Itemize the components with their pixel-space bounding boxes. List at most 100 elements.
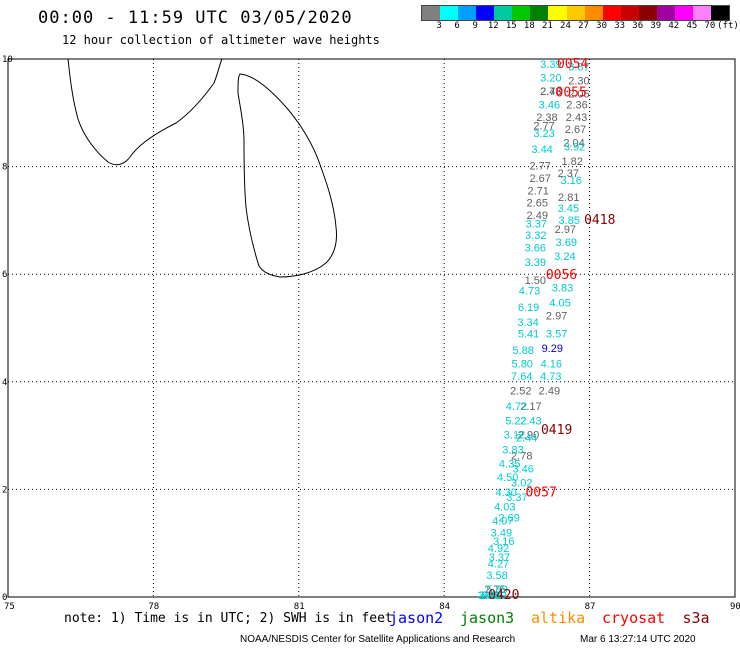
- colorbar-swatch: [476, 6, 495, 20]
- wave-height-label: 3.23: [533, 128, 554, 140]
- wave-height-label: 2.36: [566, 99, 587, 111]
- wave-height-label: 3.64: [478, 590, 499, 602]
- wave-height-label: 3.16: [560, 175, 581, 187]
- colorbar-label: 18: [523, 21, 535, 31]
- x-tick-label: 84: [439, 602, 450, 612]
- grid-lines: 75 78 81 84 87 90 0 2 4 6 8 10: [2, 55, 740, 612]
- wave-height-label: 7.64: [511, 371, 532, 383]
- sri-lanka-coastline: [67, 58, 337, 278]
- wave-height-map: 75 78 81 84 87 90 0 2 4 6 8 10 2.43 2.30 2.78 2.052.36…: [2, 55, 740, 612]
- x-tick-label: 78: [148, 602, 159, 612]
- wave-height-label: 4.89: [485, 590, 506, 602]
- wave-height-label: 2.30: [568, 75, 589, 87]
- wave-height-label: 3.84: [481, 590, 502, 602]
- wave-height-label: 2.43: [520, 415, 541, 427]
- wave-height-label: 5.41: [518, 329, 539, 341]
- wave-height-label: 3.66: [525, 243, 546, 255]
- colorbar-label: 42: [668, 21, 680, 31]
- satellite-altika: altika: [531, 609, 586, 627]
- colorbar-label: 30: [596, 21, 607, 31]
- wave-height-label: 3.57: [546, 329, 567, 341]
- wave-height-label: 3.12: [504, 429, 525, 441]
- colorbar-label: 9: [472, 21, 478, 31]
- y-tick-label: 4: [2, 378, 7, 388]
- colorbar-swatch: [440, 6, 459, 20]
- wave-height-label: 4.05: [549, 297, 570, 309]
- wave-height-label: 4.07: [492, 515, 513, 527]
- wave-height-label: 3.45: [558, 203, 579, 215]
- wave-height-label: 6.19: [518, 302, 539, 314]
- wave-height-label: 5.89: [486, 584, 507, 596]
- wave-height-label: 2.71: [528, 186, 549, 198]
- y-tick-label: 2: [2, 485, 7, 495]
- sri-lanka-island: [237, 73, 337, 278]
- wave-height-label: 3.39: [540, 59, 561, 71]
- wave-height-label: 5.88: [512, 345, 533, 357]
- colorbar: [421, 5, 730, 21]
- wave-height-label: 2.04: [563, 138, 584, 150]
- x-tick-label: 87: [585, 602, 596, 612]
- colorbar-label: 6: [454, 21, 460, 31]
- generation-timestamp: Mar 6 13:27:14 UTC 2020: [580, 634, 696, 645]
- wave-height-label: 3.87: [568, 61, 589, 73]
- colorbar-label: 33: [614, 21, 626, 31]
- pass-time-label: 0056: [546, 268, 577, 283]
- wave-height-label: 2.67: [565, 124, 586, 136]
- wave-height-label: 2.78: [540, 86, 561, 98]
- wave-height-label: 2.49: [527, 210, 548, 222]
- wave-height-label: 2.44: [516, 433, 537, 445]
- wave-height-label: 3.58: [486, 570, 507, 582]
- y-tick-label: 0: [2, 593, 7, 603]
- colorbar-swatch: [548, 6, 567, 20]
- wave-height-label: 4.92: [488, 543, 509, 555]
- wave-height-label: 3.32: [525, 230, 546, 242]
- colorbar-label: 3: [436, 21, 442, 31]
- wave-height-label: 2.97: [555, 224, 576, 236]
- wave-height-label: 4.03: [494, 501, 515, 513]
- wave-height-label: 3.39: [525, 257, 546, 269]
- page-title: 00:00 - 11:59 UTC 03/05/2020: [38, 8, 353, 28]
- credit-text: NOAA/NESDIS Center for Satellite Applica…: [240, 634, 516, 645]
- wave-height-label: 2.78: [511, 450, 532, 462]
- wave-height-label: 3.85: [559, 215, 580, 227]
- colorbar-label: 27: [578, 21, 589, 31]
- wave-height-label: 2.49: [539, 386, 560, 398]
- satellite-s3a: s3a: [682, 609, 710, 627]
- colorbar-label: (ft): [717, 21, 739, 31]
- wave-height-label: 3.20: [540, 73, 561, 85]
- wave-height-label: 2.43: [566, 112, 587, 124]
- colorbar-swatch: [566, 6, 585, 20]
- wave-height-label: 2.52: [510, 386, 531, 398]
- wave-height-label: 4.72: [506, 401, 527, 413]
- colorbar-label: 15: [505, 21, 517, 31]
- wave-height-label: 3.37: [526, 218, 547, 230]
- y-tick-label: 6: [2, 270, 7, 280]
- colorbar-label: 70: [704, 21, 716, 31]
- satellite-jason2: jason2: [389, 609, 444, 627]
- x-tick-label: 90: [730, 602, 740, 612]
- wave-height-label: 3.69: [556, 237, 577, 249]
- pass-time-label: 0055: [556, 86, 587, 101]
- wave-height-label: 4.27: [488, 558, 509, 570]
- satellite-cryosat: cryosat: [602, 609, 666, 627]
- colorbar-swatch: [458, 6, 477, 20]
- wave-height-label: 2.17: [520, 401, 541, 413]
- wave-height-label: 2.05: [568, 89, 589, 101]
- pass-time-label: 0420: [488, 588, 519, 603]
- wave-height-label: 2.67: [529, 173, 550, 185]
- colorbar-swatch: [674, 6, 693, 20]
- wave-height-label: 2.37: [558, 168, 579, 180]
- page-subtitle: 12 hour collection of altimeter wave hei…: [62, 33, 380, 47]
- colorbar-swatch: [638, 6, 657, 20]
- pass-time-label: 0419: [541, 423, 572, 438]
- wave-height-label: 2.69: [498, 513, 519, 525]
- colorbar-swatch: [692, 6, 711, 20]
- colorbar-label: 24: [560, 21, 571, 31]
- y-tick-label: 8: [2, 163, 7, 173]
- colorbar-swatch: [422, 6, 441, 20]
- satellite-jason3: jason3: [460, 609, 515, 627]
- wave-height-label: 2.75: [484, 584, 505, 596]
- wave-height-label: 2.38: [536, 112, 557, 124]
- wave-height-label: 2.90: [518, 429, 539, 441]
- wave-height-label: 3.24: [554, 251, 575, 263]
